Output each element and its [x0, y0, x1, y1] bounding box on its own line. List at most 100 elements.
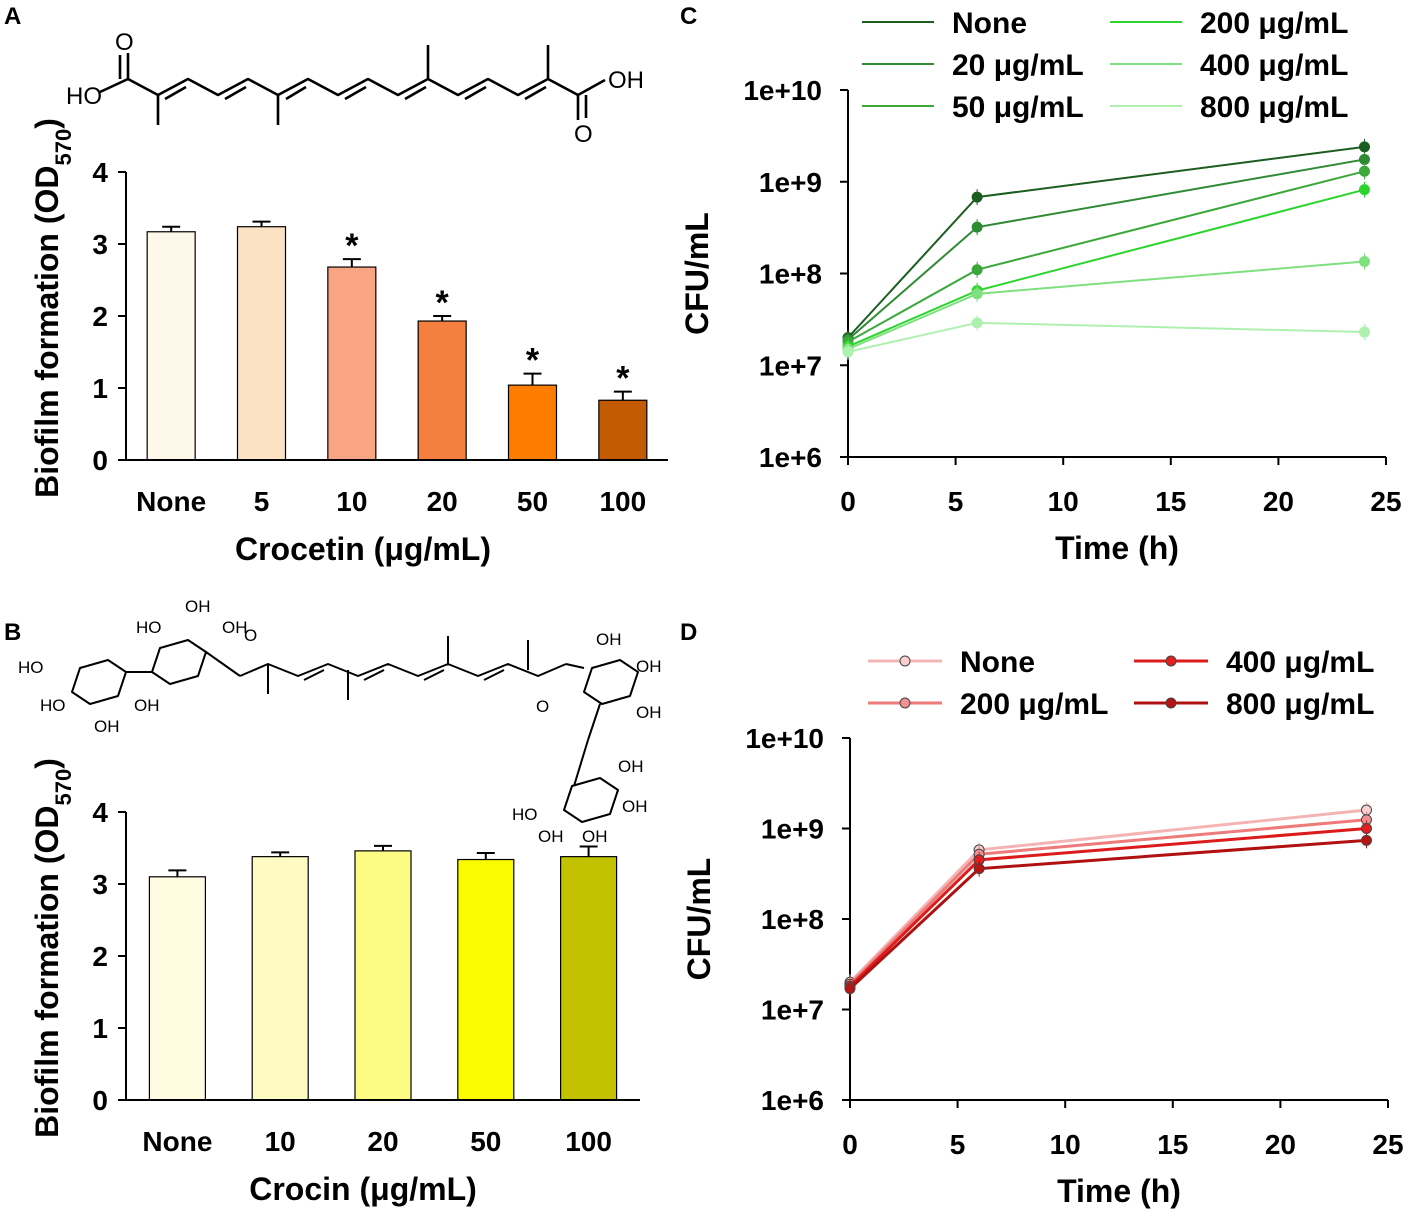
data-point — [1358, 326, 1370, 338]
x-tick-label: 20 — [367, 1126, 398, 1157]
y-tick-label: 2 — [92, 941, 108, 972]
data-point — [1358, 141, 1370, 153]
legend-label: 200 μg/mL — [960, 688, 1108, 721]
x-axis-title: Time (h) — [1055, 530, 1179, 566]
y-tick-label: 1e+9 — [761, 814, 824, 845]
legend-marker — [899, 697, 911, 709]
crocin-o-1: O — [244, 626, 257, 645]
y-axis-title: CFU/mL — [679, 212, 715, 335]
bar — [559, 856, 618, 1101]
panel-letter-d: D — [680, 619, 697, 646]
x-tick-label: 5 — [948, 486, 964, 517]
chart-d: 1e+6 1e+7 1e+8 1e+9 1e+10 0 5 10 15 20 25 Time (h) C… — [681, 646, 1404, 1209]
legend-label: 800 μg/mL — [1200, 91, 1348, 124]
legend-label: 20 μg/mL — [952, 49, 1084, 82]
bar — [251, 856, 309, 1101]
crocetin-o-top: O — [115, 29, 134, 56]
crocin-oh-3: OH — [134, 696, 160, 715]
y-tick-label: 1e+7 — [759, 350, 822, 381]
data-point — [844, 983, 856, 995]
bar — [236, 226, 287, 461]
significance-marker: * — [526, 342, 540, 380]
x-tick-label: 20 — [427, 486, 458, 517]
crocin-structure: OH HO OH O HO HO OH OH O OH OH OH OH OH … — [18, 597, 662, 846]
crocin-oh-10: OH — [538, 827, 564, 846]
crocin-oh-9: OH — [622, 797, 648, 816]
y-tick-label: 1e+10 — [743, 75, 822, 106]
x-tick-label: 25 — [1370, 486, 1401, 517]
crocin-oh-1: OH — [185, 597, 211, 616]
bar — [327, 266, 377, 461]
data-point — [1358, 165, 1370, 177]
y-tick-label: 4 — [92, 157, 108, 188]
y-tick-label: 1 — [92, 1013, 108, 1044]
bar — [148, 876, 206, 1101]
panel-letter-c: C — [680, 3, 697, 30]
crocetin-ho-left: HO — [66, 83, 102, 110]
legend-label: 50 μg/mL — [952, 91, 1084, 124]
y-tick-label: 1e+6 — [761, 1085, 824, 1116]
y-tick-label: 3 — [92, 869, 108, 900]
chart-a: None 5 * 10 * 20 * 50 * 100 0 1 2 3 4 Crocetin (μg/mL) B… — [29, 118, 668, 567]
x-tick-label: 25 — [1372, 1129, 1403, 1160]
y-tick-label: 3 — [92, 229, 108, 260]
y-tick-label: 1e+6 — [759, 442, 822, 473]
chart-c: 1e+6 1e+7 1e+8 1e+9 1e+10 0 5 10 15 20 25 Time (h) C… — [679, 7, 1402, 566]
y-axis-title: Biofilm formation (OD570) — [29, 758, 76, 1138]
panel-letter-b: B — [4, 619, 21, 646]
x-tick-label: 10 — [1048, 486, 1079, 517]
y-axis-title: CFU/mL — [681, 858, 717, 981]
data-point — [971, 288, 983, 300]
bar — [457, 858, 515, 1101]
x-axis-title: Crocetin (μg/mL) — [235, 531, 491, 567]
data-point — [1358, 153, 1370, 165]
crocetin-oh-right: OH — [608, 67, 644, 94]
data-point — [971, 317, 983, 329]
series-line — [847, 260, 1365, 351]
y-tick-label: 2 — [92, 301, 108, 332]
x-tick-label: 15 — [1157, 1129, 1188, 1160]
legend-marker — [1165, 655, 1177, 667]
legend-label: 800 μg/mL — [1226, 688, 1374, 721]
x-axis-title: Time (h) — [1057, 1173, 1181, 1209]
bar — [417, 320, 467, 461]
data-point — [971, 191, 983, 203]
crocin-ho-3: HO — [40, 696, 66, 715]
significance-marker: * — [345, 227, 359, 265]
data-point — [1360, 834, 1372, 846]
crocin-skeleton — [71, 636, 639, 823]
y-tick-label: 1e+9 — [759, 167, 822, 198]
series-line — [848, 838, 1367, 990]
chart-b: None 10 20 50 100 0 1 2 3 4 Crocin (μg/mL) Biofilm … — [29, 758, 640, 1207]
data-point — [842, 346, 854, 358]
y-tick-label: 1e+10 — [745, 723, 824, 754]
x-tick-label: 10 — [336, 486, 367, 517]
legend-label: None — [960, 646, 1035, 679]
data-point — [1360, 823, 1372, 834]
significance-marker: * — [436, 284, 450, 322]
crocin-ho-2: HO — [18, 658, 44, 677]
x-tick-label: 20 — [1263, 486, 1294, 517]
legend-label: 400 μg/mL — [1200, 49, 1348, 82]
y-tick-label: 1e+8 — [761, 904, 824, 935]
x-tick-label: 50 — [517, 486, 548, 517]
bar — [354, 850, 412, 1101]
y-tick-label: 1e+7 — [761, 995, 824, 1026]
crocetin-structure: O HO OH O — [66, 29, 644, 148]
crocin-oh-6: OH — [636, 657, 662, 676]
x-tick-label: 100 — [565, 1126, 612, 1157]
x-tick-label: 0 — [840, 486, 856, 517]
y-tick-label: 1e+8 — [759, 259, 822, 290]
crocin-oh-5: OH — [596, 630, 622, 649]
legend-label: 400 μg/mL — [1226, 646, 1374, 679]
legend-label: 200 μg/mL — [1200, 7, 1348, 40]
data-point — [973, 863, 985, 875]
bar — [507, 384, 558, 461]
crocin-oh-2: OH — [222, 618, 248, 637]
series-line — [847, 321, 1365, 353]
data-point — [971, 264, 983, 276]
legend-marker — [899, 655, 911, 667]
series-line — [847, 145, 1365, 339]
x-tick-label: None — [142, 1126, 212, 1157]
